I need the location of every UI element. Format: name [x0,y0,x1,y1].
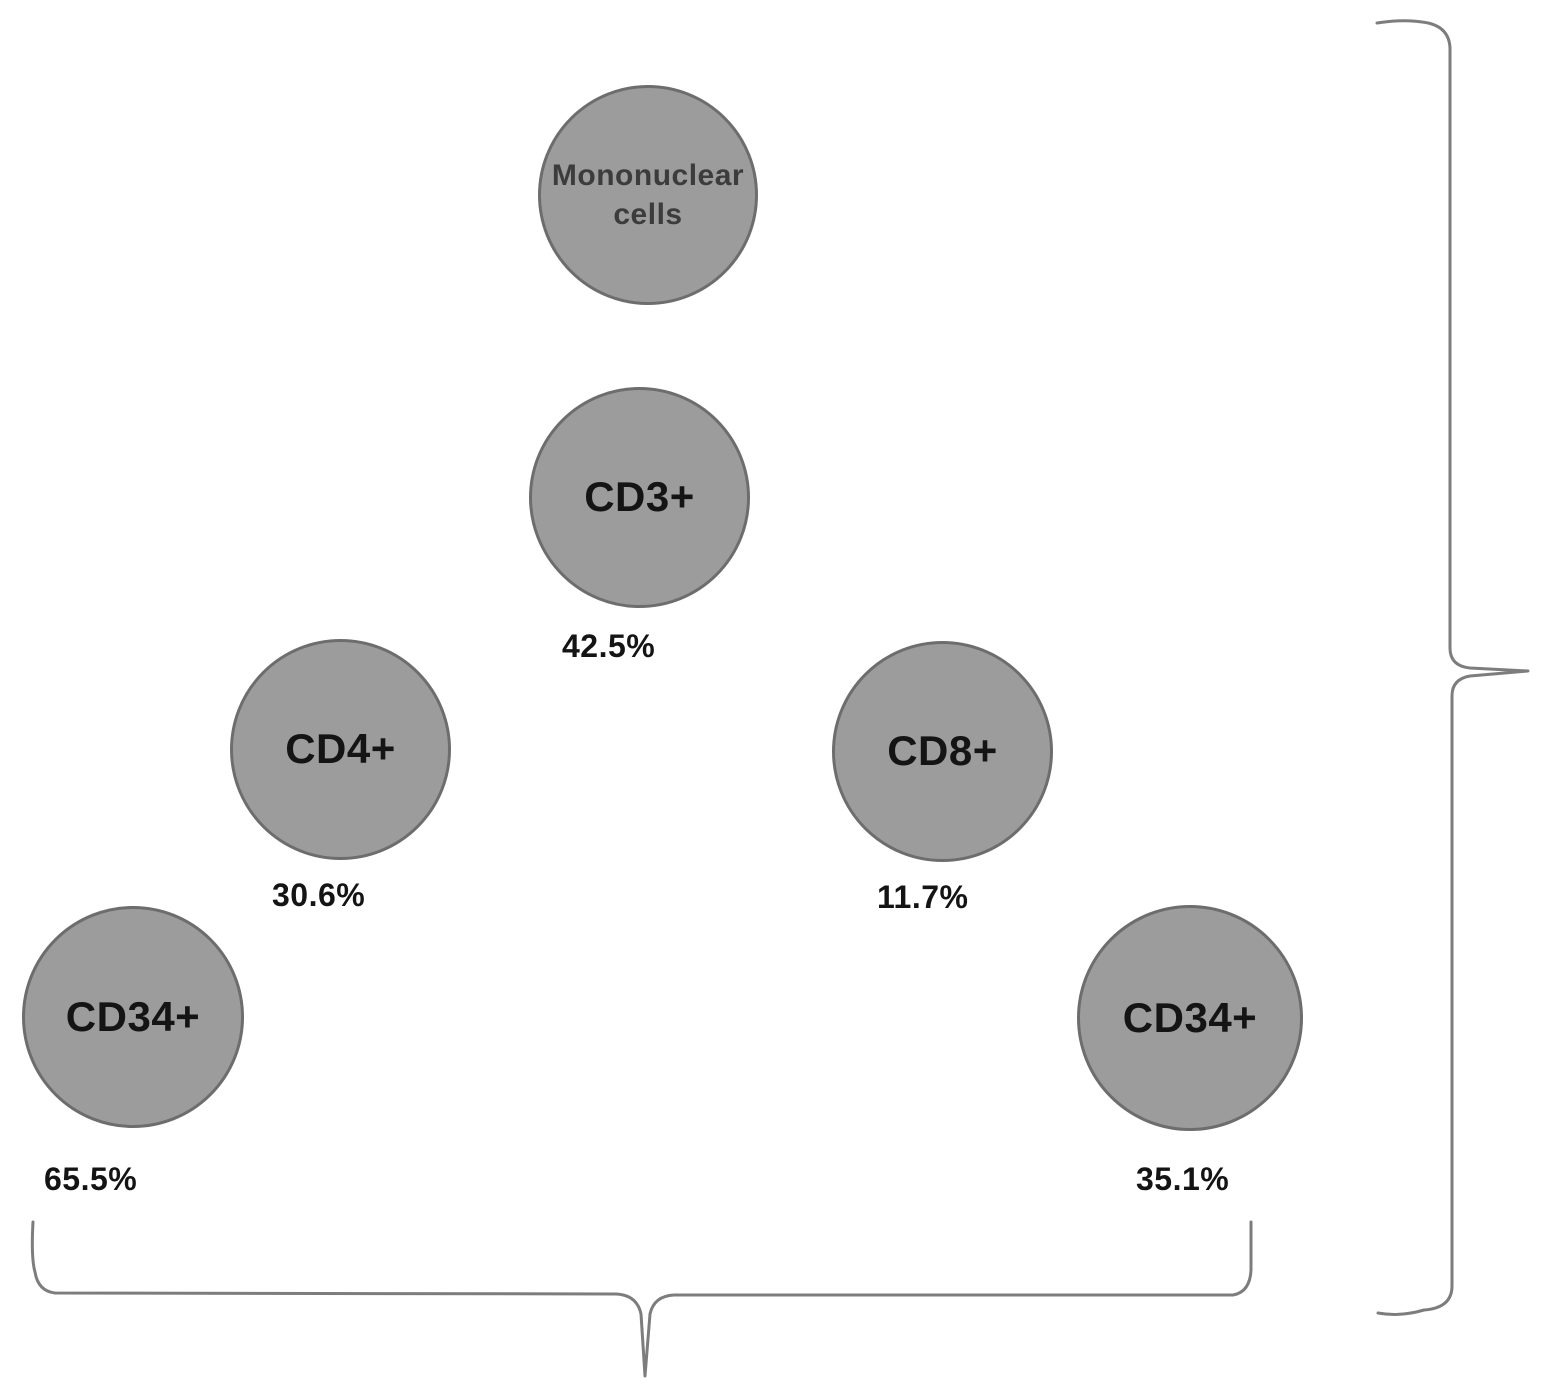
node-cd8-label: CD8+ [887,727,998,775]
node-cd4-label: CD4+ [285,725,396,773]
node-cd8: CD8+ [832,641,1053,862]
node-mononuclear-cells-label: Mononuclear cells [551,159,745,231]
percent-label-cd8: 11.7% [877,879,969,915]
node-cd34-left: CD34+ [22,906,244,1128]
percent-label-cd34-right: 35.1% [1136,1161,1230,1197]
percent-label-cd4: 30.6% [272,877,366,913]
node-cd34-right-label: CD34+ [1122,993,1258,1041]
percent-label-cd34-left: 65.5% [44,1161,138,1197]
right-curly-brace-icon [1375,19,1530,1316]
node-cd4: CD4+ [230,639,451,860]
node-cd3-label: CD3+ [584,473,695,521]
node-cd34-right: CD34+ [1077,905,1303,1131]
node-cd3: CD3+ [529,387,750,608]
node-cd34-left-label: CD34+ [65,992,201,1040]
bottom-curly-brace-icon [30,1220,1253,1378]
node-mononuclear-cells: Mononuclear cells [538,85,758,305]
percent-label-cd3: 42.5% [562,628,656,664]
